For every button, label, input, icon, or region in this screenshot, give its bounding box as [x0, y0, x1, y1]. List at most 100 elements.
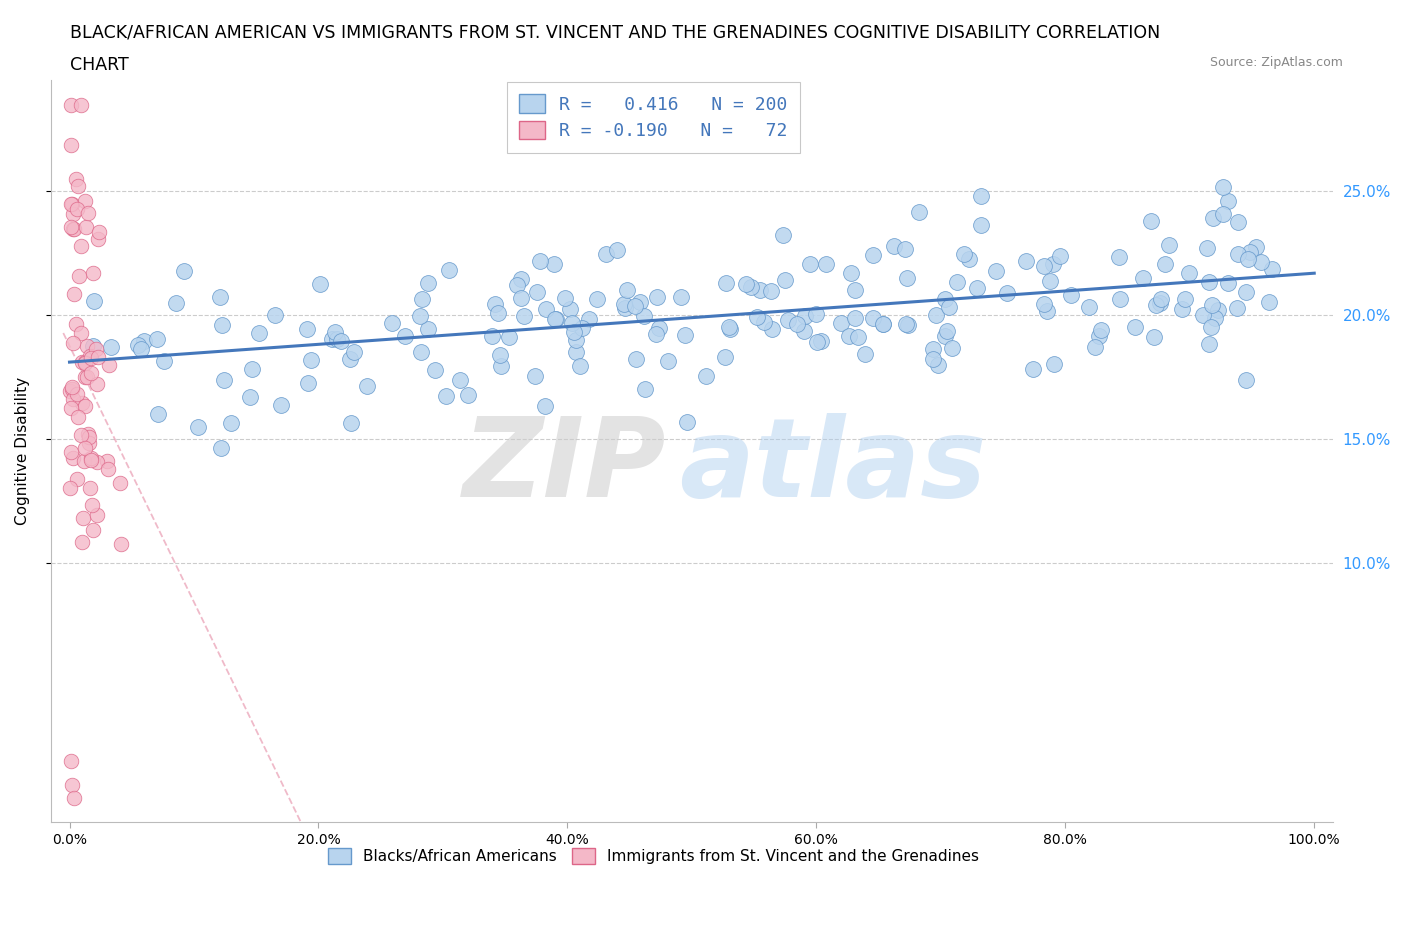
Point — [153, 354, 176, 369]
Point — [844, 283, 866, 298]
Point — [356, 379, 378, 393]
Point — [97, 461, 120, 476]
Y-axis label: Cognitive Disability: Cognitive Disability — [15, 378, 30, 525]
Point — [270, 398, 292, 413]
Point — [1144, 298, 1167, 312]
Point — [60, 401, 83, 416]
Point — [561, 316, 583, 331]
Point — [100, 339, 122, 354]
Point — [894, 241, 917, 256]
Point — [799, 256, 821, 271]
Point — [529, 254, 551, 269]
Point — [69, 428, 91, 443]
Point — [673, 327, 696, 342]
Point — [309, 276, 332, 291]
Point — [793, 324, 815, 339]
Point — [60, 381, 83, 396]
Point — [96, 454, 118, 469]
Text: atlas: atlas — [679, 413, 987, 520]
Point — [83, 293, 105, 308]
Point — [908, 205, 931, 219]
Point — [240, 362, 263, 377]
Point — [134, 333, 156, 348]
Point — [76, 206, 98, 220]
Point — [209, 290, 232, 305]
Point — [1039, 273, 1062, 288]
Point — [1198, 337, 1220, 352]
Point — [925, 308, 948, 323]
Point — [343, 344, 366, 359]
Point — [79, 429, 101, 444]
Point — [79, 481, 101, 496]
Point — [806, 334, 828, 349]
Point — [72, 535, 94, 550]
Point — [1225, 301, 1247, 316]
Point — [75, 219, 97, 234]
Point — [1077, 299, 1099, 314]
Point — [1150, 292, 1173, 307]
Point — [624, 352, 647, 366]
Point — [894, 316, 917, 331]
Point — [423, 363, 446, 378]
Point — [778, 312, 800, 327]
Point — [544, 312, 567, 326]
Point — [1022, 362, 1045, 377]
Point — [86, 377, 108, 392]
Point — [1108, 249, 1130, 264]
Point — [82, 522, 104, 537]
Point — [486, 306, 509, 321]
Point — [1049, 248, 1071, 263]
Point — [1204, 311, 1226, 325]
Point — [86, 342, 108, 357]
Point — [212, 372, 235, 387]
Point — [1195, 241, 1218, 256]
Point — [339, 416, 361, 431]
Point — [70, 354, 93, 369]
Point — [60, 379, 83, 394]
Point — [219, 416, 242, 431]
Point — [927, 357, 949, 372]
Point — [329, 334, 352, 349]
Point — [108, 475, 131, 490]
Point — [1236, 251, 1258, 266]
Point — [63, 221, 86, 236]
Legend: Blacks/African Americans, Immigrants from St. Vincent and the Grenadines: Blacks/African Americans, Immigrants fro… — [322, 843, 986, 870]
Point — [966, 281, 988, 296]
Point — [1140, 213, 1163, 228]
Point — [416, 276, 439, 291]
Point — [381, 315, 404, 330]
Point — [718, 319, 741, 334]
Point — [59, 98, 82, 113]
Point — [73, 399, 96, 414]
Point — [60, 219, 83, 234]
Point — [67, 179, 90, 193]
Point — [60, 196, 83, 211]
Point — [506, 277, 529, 292]
Point — [648, 321, 671, 336]
Point — [714, 275, 737, 290]
Point — [321, 332, 343, 347]
Point — [82, 498, 104, 512]
Point — [1178, 265, 1201, 280]
Point — [1192, 308, 1215, 323]
Point — [957, 251, 980, 266]
Point — [146, 332, 169, 347]
Point — [897, 318, 920, 333]
Point — [546, 312, 568, 326]
Point — [1226, 215, 1249, 230]
Point — [87, 224, 110, 239]
Point — [73, 193, 96, 208]
Point — [209, 441, 232, 456]
Point — [1042, 257, 1064, 272]
Point — [735, 276, 758, 291]
Point — [411, 291, 433, 306]
Point — [70, 239, 93, 254]
Point — [970, 218, 993, 232]
Point — [409, 308, 432, 323]
Point — [509, 290, 531, 305]
Point — [922, 352, 945, 366]
Text: CHART: CHART — [70, 56, 129, 73]
Point — [59, 384, 82, 399]
Point — [1033, 259, 1056, 273]
Point — [62, 335, 84, 350]
